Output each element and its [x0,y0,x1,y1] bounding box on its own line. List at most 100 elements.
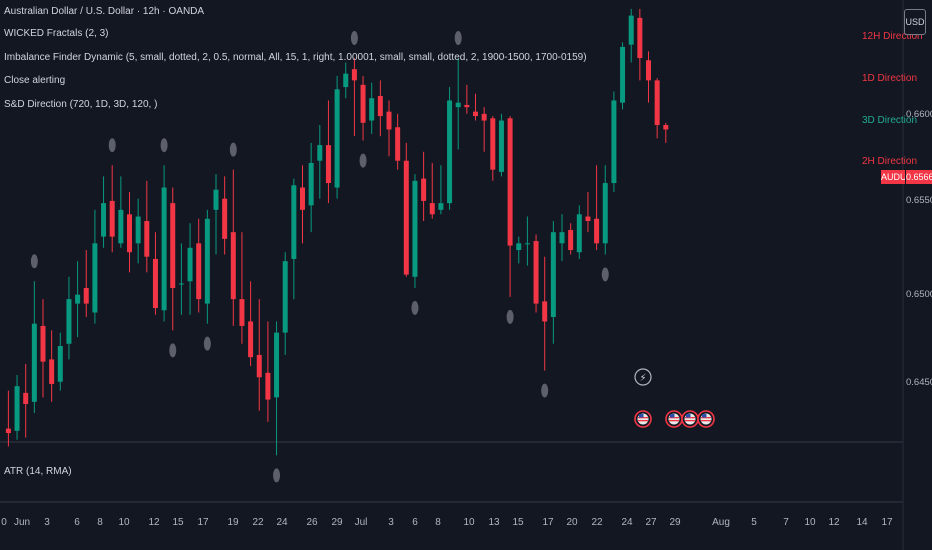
candle [386,100,392,157]
candle-body [524,243,530,245]
candle [196,218,202,313]
candle [109,165,115,253]
candle [300,165,305,244]
candle [490,116,496,181]
candle-body [256,354,262,378]
candle [351,58,357,137]
candle-body [481,113,487,121]
fractal-low-marker [411,300,419,315]
direction-12h: 12H Direction [862,31,923,42]
candle-body [66,299,72,344]
candle [628,8,634,63]
candle [204,209,210,324]
time-tick: 5 [751,517,757,528]
candle [654,78,660,139]
candle [343,62,349,99]
us-flag-event-icon[interactable] [681,410,699,428]
candle [49,330,55,402]
candle [602,165,608,255]
candle [447,87,453,210]
time-tick: 7 [783,517,789,528]
candle [256,299,262,411]
direction-2h: 2H Direction [862,156,918,167]
candle-body [300,187,305,210]
fractal-high-marker [350,31,358,46]
candle-body [230,232,236,300]
candle-body [291,185,297,259]
fractal-low-marker [203,336,211,351]
candle [464,84,470,114]
time-tick: 12 [828,517,840,528]
time-tick: 13 [488,517,500,528]
candle [455,58,461,150]
candle [92,209,98,324]
candle [481,107,487,152]
candle-body [455,102,461,108]
fractal-low-marker [359,153,367,168]
candle [550,221,556,344]
fractal-low-marker [169,343,177,358]
candle-body [646,60,651,81]
candle-body [14,386,20,431]
currency-button[interactable]: USD [904,9,926,35]
last-price-value: 0.65669 [905,170,932,184]
candle-body [57,346,63,382]
time-tick: 26 [306,517,318,528]
candle [161,165,167,322]
candle-body [127,214,132,253]
indicator-close-alerting[interactable]: Close alerting [4,75,66,86]
candle [325,100,331,204]
time-tick: Jul [354,517,368,528]
candle [421,151,427,221]
candle-body [75,294,81,304]
candle-body [360,84,366,123]
flash-event-icon[interactable]: ⚡ [634,368,652,386]
candle-body [265,372,271,400]
candle-body [403,160,409,275]
candle [473,93,478,121]
time-tick: 15 [512,517,524,528]
candle [213,174,219,255]
atr-pane-label[interactable]: ATR (14, RMA) [4,466,72,477]
indicator-wicked-fractals[interactable]: WICKED Fractals (2, 3) [4,28,109,39]
candle [144,180,150,273]
price-tick: 0.66000 [906,109,932,120]
fractal-high-marker [454,31,462,46]
fractal-low-marker [601,267,609,282]
time-tick: 27 [645,517,657,528]
candle-body [377,95,383,117]
indicator-sd-direction[interactable]: S&D Direction (720, 1D, 3D, 120, ) [4,98,158,110]
candle [135,198,141,264]
candle [101,176,107,248]
time-tick: 19 [227,517,239,528]
indicator-imbalance-finder[interactable]: Imbalance Finder Dynamic (5, small, dott… [4,51,587,63]
candle [438,165,444,215]
candle [568,223,574,255]
candle-body [23,392,29,405]
direction-3d: 3D Direction [862,115,918,126]
fractal-low-marker [273,468,281,483]
candle [395,113,401,170]
candle-body [144,221,150,257]
candle-body [325,145,331,184]
time-tick: 15 [172,517,184,528]
candle-body [118,209,124,244]
us-flag-event-icon[interactable] [697,410,715,428]
candle [5,390,11,447]
candle [611,91,617,192]
candle [308,142,314,233]
candle-body [83,287,89,304]
candle-body [447,100,453,204]
candle [533,234,539,313]
us-flag-event-icon[interactable] [634,410,652,428]
us-flag-event-icon[interactable] [665,410,683,428]
candle [265,321,271,422]
candle-body [473,111,478,117]
candle [14,375,20,440]
candle [127,191,132,273]
candle [187,223,193,315]
candle-body [161,187,167,311]
time-tick: 29 [331,517,343,528]
candle-body [31,323,37,402]
